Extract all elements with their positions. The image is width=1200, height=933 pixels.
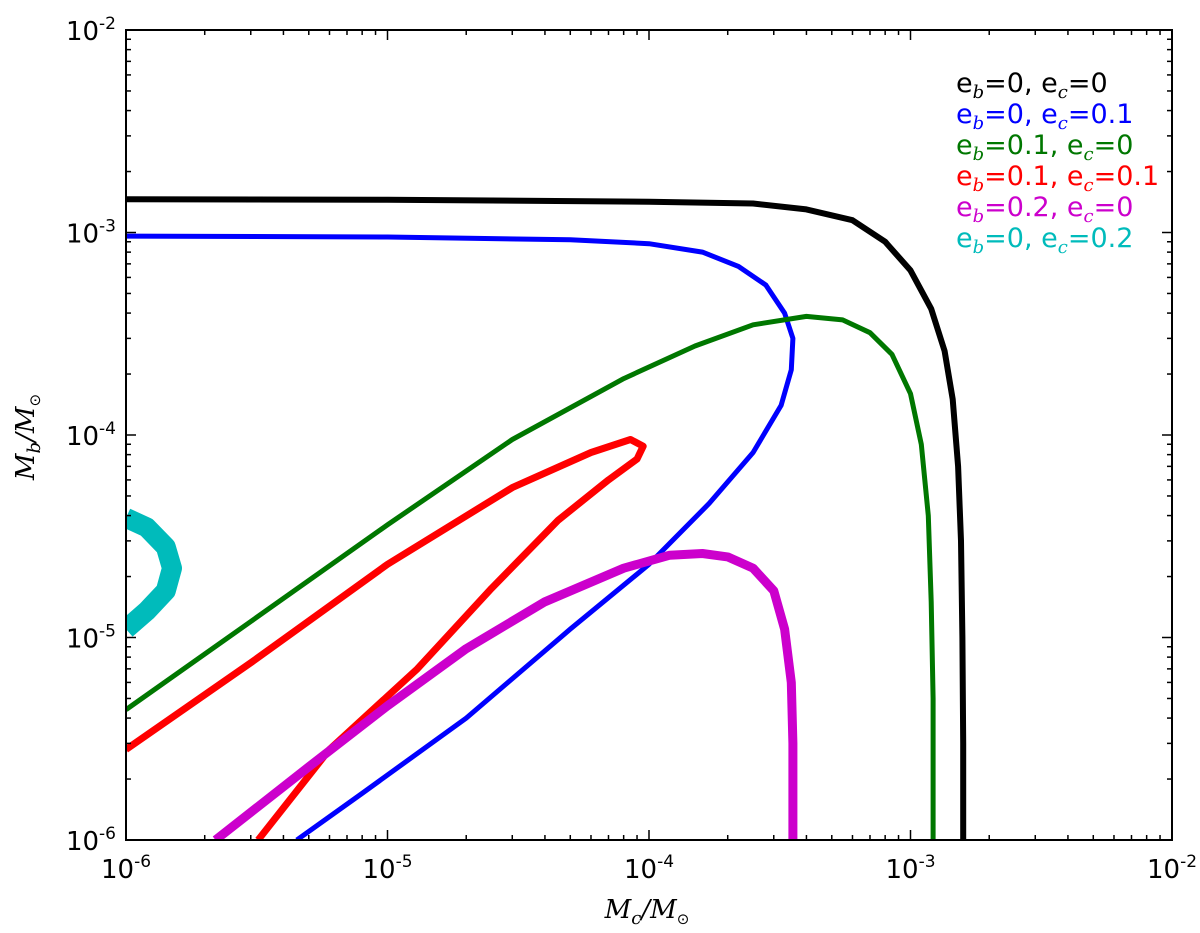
legend: eb=0, ec=0eb=0, ec=0.1eb=0.1, ec=0eb=0.1… — [956, 68, 1159, 258]
legend-entry-eb0-ec02: eb=0, ec=0.2 — [956, 223, 1133, 258]
y-tick-label: 10-2 — [66, 14, 116, 47]
y-tick-label: 10-4 — [66, 419, 116, 452]
series-line-eb02-ec0 — [212, 549, 798, 840]
x-tick-label: 10-2 — [1147, 852, 1197, 885]
y-tick-label: 10-3 — [66, 217, 116, 250]
legend-entry-eb0-ec0: eb=0, ec=0 — [956, 68, 1108, 103]
series-line-eb01-ec0 — [126, 313, 936, 840]
y-tick-label: 10-6 — [66, 824, 116, 857]
series-layer — [126, 196, 967, 840]
series-line-eb0-ec02 — [126, 508, 182, 637]
y-tick-label: 10-5 — [66, 622, 116, 655]
plot-background — [126, 30, 1172, 840]
series-line-eb0-ec0 — [126, 196, 967, 840]
x-tick-label: 10-4 — [624, 852, 674, 885]
y-axis-title: Mb/M⊙ — [11, 394, 45, 481]
x-tick-label: 10-3 — [885, 852, 935, 885]
legend-entry-eb0-ec01: eb=0, ec=0.1 — [956, 99, 1133, 134]
legend-entry-eb01-ec01: eb=0.1, ec=0.1 — [956, 161, 1159, 196]
series-line-eb0-ec01 — [126, 233, 796, 840]
series-line-eb01-ec01 — [126, 436, 647, 840]
legend-entry-eb01-ec0: eb=0.1, ec=0 — [956, 130, 1133, 165]
x-tick-label: 10-5 — [362, 852, 412, 885]
x-tick-label: 10-6 — [101, 852, 151, 885]
tick-layer: 10-6 10-5 10-4 10-3 10-2 10-6 10-5 10-4 10-3 10-2 — [66, 14, 1197, 885]
legend-entry-eb02-ec0: eb=0.2, ec=0 — [956, 192, 1133, 227]
x-axis-title: Mc/M⊙ — [604, 895, 690, 929]
